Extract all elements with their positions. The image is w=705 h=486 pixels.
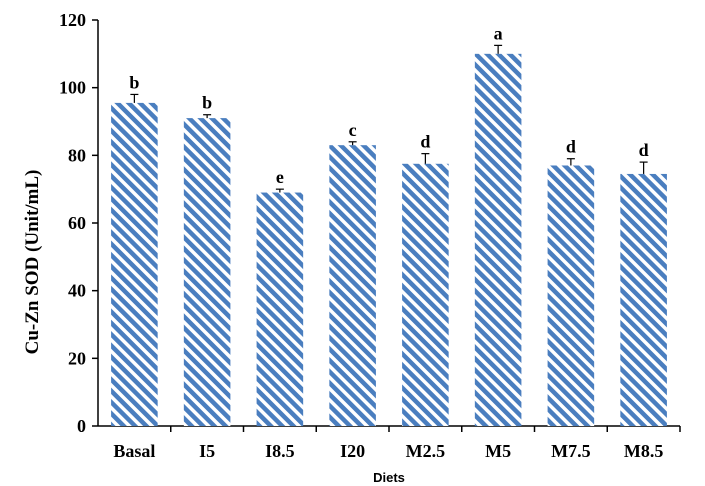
bar-I8.5 bbox=[256, 192, 304, 426]
significance-label: d bbox=[639, 140, 649, 160]
x-axis-label: Diets bbox=[373, 470, 405, 485]
y-tick-label: 80 bbox=[68, 145, 86, 165]
significance-label: c bbox=[349, 120, 357, 140]
bar-M7.5 bbox=[547, 165, 595, 426]
bar-I5 bbox=[183, 118, 231, 426]
y-tick-label: 40 bbox=[68, 281, 86, 301]
significance-label: b bbox=[129, 72, 139, 92]
bar-I20 bbox=[329, 145, 376, 426]
significance-label: b bbox=[202, 93, 212, 113]
significance-label: d bbox=[420, 132, 430, 152]
x-tick-label: I8.5 bbox=[265, 441, 295, 461]
bar-M2.5 bbox=[402, 163, 449, 426]
significance-label: a bbox=[494, 23, 503, 43]
y-axis-label: Cu-Zn SOD (Unit/mL) bbox=[22, 170, 43, 355]
x-tick-label: I5 bbox=[199, 441, 215, 461]
y-tick-label: 0 bbox=[77, 416, 86, 436]
x-tick-label: M8.5 bbox=[624, 441, 664, 461]
bar-M8.5 bbox=[620, 173, 667, 426]
y-tick-label: 120 bbox=[59, 10, 86, 30]
significance-label: d bbox=[566, 137, 576, 157]
y-tick-label: 100 bbox=[59, 78, 86, 98]
x-tick-label: M2.5 bbox=[406, 441, 446, 461]
significance-label: e bbox=[276, 167, 284, 187]
x-tick-label: M7.5 bbox=[551, 441, 591, 461]
x-tick-label: M5 bbox=[485, 441, 511, 461]
x-tick-label: Basal bbox=[113, 441, 155, 461]
bar-Basal bbox=[111, 102, 158, 427]
y-tick-label: 20 bbox=[68, 348, 86, 368]
bar-M5 bbox=[474, 53, 522, 426]
y-tick-label: 60 bbox=[68, 213, 86, 233]
x-tick-label: I20 bbox=[340, 441, 365, 461]
